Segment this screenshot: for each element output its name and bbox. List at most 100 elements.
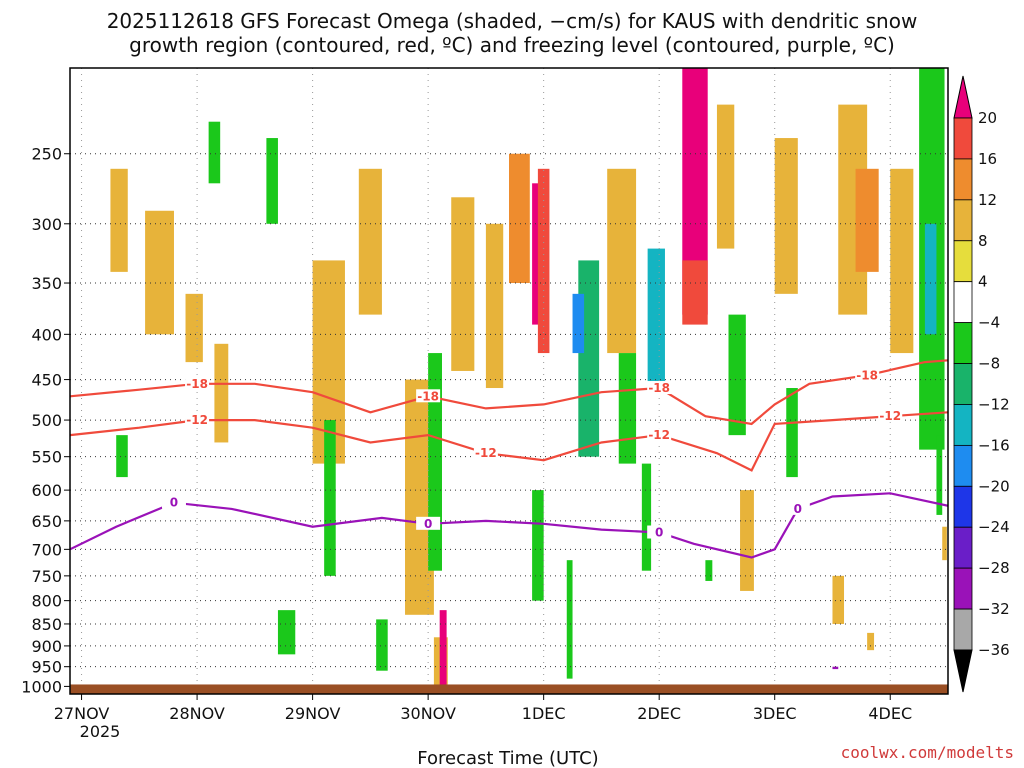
freezing-level-contour	[70, 492, 948, 559]
contour-minus18-label-1: -18	[417, 389, 439, 403]
omega-cell-14	[451, 197, 475, 371]
omega-cell-44	[867, 632, 875, 651]
x-axis-time: 27NOV 28NOV 29NOV 30NOV 1DEC 2DEC 3DEC 4DEC	[54, 694, 912, 723]
plot-frame	[69, 67, 949, 695]
freezing-level-contour-label-0: 0	[170, 496, 178, 510]
omega-cell-21	[532, 490, 544, 601]
colorbar-label-7: −12	[978, 395, 1010, 413]
x-tick-label-6: 3DEC	[753, 704, 797, 723]
omega-cell-24	[607, 168, 637, 354]
y-tick-label-350: 350	[31, 274, 62, 293]
y-tick-label-850: 850	[31, 615, 62, 634]
x-tick-year: 2025	[80, 722, 121, 741]
colorbar-swatch-7	[953, 363, 973, 405]
omega-cell-13	[439, 610, 447, 687]
colorbar-label-4: 4	[978, 273, 988, 291]
omega-cell-11	[428, 353, 442, 571]
omega-cell-25	[618, 353, 637, 464]
colorbar-swatch-9	[953, 444, 973, 487]
omega-cell-34	[774, 138, 798, 294]
omega-cell-36	[855, 168, 879, 272]
freezing-level-contour-label-bg-1	[416, 516, 441, 530]
credit-text: coolwx.com/modelts	[841, 743, 1014, 762]
omega-cell-6	[116, 435, 128, 478]
omega-cell-43	[832, 575, 845, 624]
y-tick-label-650: 650	[31, 512, 62, 531]
colorbar-label-8: −16	[978, 436, 1010, 454]
colorbar-swatch-11	[953, 526, 973, 569]
colorbar-swatch-6	[953, 322, 973, 364]
x-axis-label: Forecast Time (UTC)	[417, 748, 598, 768]
ground-surface	[70, 684, 948, 694]
x-tick-label-4: 1DEC	[522, 704, 566, 723]
omega-cell-30	[682, 260, 708, 325]
x-tick-label-5: 2DEC	[637, 704, 681, 723]
y-tick-label-600: 600	[31, 481, 62, 500]
omega-cell-4	[266, 138, 278, 224]
omega-cell-15	[485, 223, 504, 389]
omega-cell-3	[214, 343, 229, 443]
omega-cell-5	[208, 121, 221, 184]
contour-minus18-label-bg-1	[416, 389, 441, 403]
omega-cell-8	[358, 168, 382, 315]
colorbar-swatch-2	[953, 158, 973, 201]
colorbar-label-2: 12	[978, 191, 997, 209]
contour-minus18-label-2: -18	[648, 381, 670, 395]
y-tick-label-950: 950	[31, 658, 62, 677]
colorbar-label-9: −20	[978, 477, 1010, 495]
omega-cell-27	[641, 463, 652, 571]
y-tick-label-750: 750	[31, 567, 62, 586]
contour-minus18-label-bg-2	[647, 381, 672, 395]
omega-cell-9	[324, 420, 336, 576]
colorbar-label-0: 20	[978, 109, 997, 127]
omega-cell-19	[532, 183, 540, 325]
colorbar-swatch-8	[953, 404, 973, 446]
colorbar-swatch-1	[953, 117, 973, 160]
contour-minus18-label-0: -18	[186, 377, 208, 391]
omega-cell-23	[572, 293, 585, 354]
freezing-level-contour-label-bg-3	[785, 501, 810, 515]
freezing-level-contour-label-1: 0	[424, 517, 432, 531]
x-tick-label-2: 29NOV	[285, 704, 341, 723]
x-tick-label-7: 4DEC	[868, 704, 912, 723]
omega-cell-1	[145, 210, 174, 335]
y-tick-label-500: 500	[31, 411, 62, 430]
omega-shading	[110, 68, 947, 687]
chart-title-line1: 2025112618 GFS Forecast Omega (shaded, −…	[107, 9, 918, 33]
omega-cell-17	[277, 610, 296, 655]
contour-minus12-label-bg-1	[473, 446, 498, 460]
omega-cell-28	[566, 560, 573, 679]
colorbar-swatch-10	[953, 485, 973, 528]
contour-minus12-label-2: -12	[648, 428, 670, 442]
y-axis-pressure: 250 300 350 400 450 500 550 600 650 700 750 800 850 9…	[21, 145, 70, 696]
omega-cell-31	[716, 104, 735, 249]
omega-cell-37	[890, 168, 914, 354]
x-tick-label-0: 27NOV	[54, 704, 110, 723]
contour-minus12-label-3: -12	[879, 409, 901, 423]
y-tick-label-900: 900	[31, 637, 62, 656]
colorbar-label-10: −24	[978, 518, 1010, 536]
contour-minus18-label-bg-0	[185, 376, 210, 390]
omega-cell-2	[185, 293, 203, 363]
colorbar-swatch-4	[953, 240, 973, 283]
omega-cell-26	[647, 248, 665, 389]
colorbar-label-5: −4	[978, 314, 1000, 332]
contour-minus12-label-bg-0	[185, 413, 210, 427]
contour-minus18-label-bg-3	[855, 368, 880, 382]
colorbar-swatch-5	[953, 281, 973, 324]
freezing-level-contour-label-bg-2	[647, 525, 672, 539]
contour-minus18	[70, 359, 948, 426]
colorbar-bottom-arrow	[953, 649, 973, 693]
omega-cell-45	[705, 560, 713, 581]
colorbar-label-1: 16	[978, 150, 997, 168]
colorbar-label-3: 8	[978, 232, 988, 250]
colorbar-top-arrow	[953, 75, 973, 119]
colorbar-label-12: −32	[978, 600, 1010, 618]
omega-cell-18	[509, 153, 530, 284]
colorbar-swatch-13	[953, 608, 973, 651]
x-tick-label-1: 28NOV	[169, 704, 225, 723]
colorbar-swatch-12	[953, 567, 973, 610]
omega-cell-40	[936, 435, 943, 515]
freezing-level-contour-label-3: 0	[794, 502, 802, 516]
